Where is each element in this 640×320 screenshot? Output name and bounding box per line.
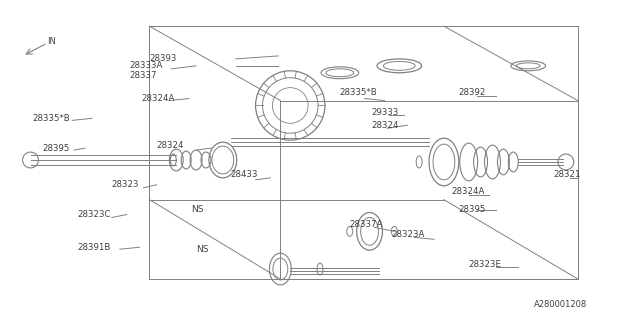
Text: 28391B: 28391B bbox=[77, 243, 111, 252]
Text: 28333A: 28333A bbox=[130, 61, 163, 70]
Text: 28392: 28392 bbox=[459, 88, 486, 97]
Text: 28323: 28323 bbox=[112, 180, 140, 189]
Text: 28337: 28337 bbox=[130, 71, 157, 80]
Text: A280001208: A280001208 bbox=[534, 300, 588, 309]
Text: 28323C: 28323C bbox=[77, 210, 111, 219]
Text: 28393: 28393 bbox=[150, 54, 177, 63]
Text: 28324: 28324 bbox=[156, 140, 184, 150]
Text: 28323A: 28323A bbox=[392, 230, 425, 239]
Text: 28337A: 28337A bbox=[349, 220, 383, 229]
Text: 28395: 28395 bbox=[459, 205, 486, 214]
Text: 28324A: 28324A bbox=[141, 94, 175, 103]
Text: 29333: 29333 bbox=[372, 108, 399, 117]
Text: 28324A: 28324A bbox=[452, 187, 485, 196]
Text: 28335*B: 28335*B bbox=[340, 88, 378, 97]
Text: 28335*B: 28335*B bbox=[33, 114, 70, 123]
Text: 28395: 28395 bbox=[42, 144, 70, 153]
Text: IN: IN bbox=[47, 37, 56, 46]
Text: 28433: 28433 bbox=[231, 170, 259, 180]
Text: NS: NS bbox=[191, 205, 204, 214]
Text: 28323E: 28323E bbox=[468, 260, 502, 268]
Text: 28324: 28324 bbox=[372, 121, 399, 130]
Text: 28321: 28321 bbox=[553, 170, 580, 180]
Text: NS: NS bbox=[196, 245, 209, 254]
